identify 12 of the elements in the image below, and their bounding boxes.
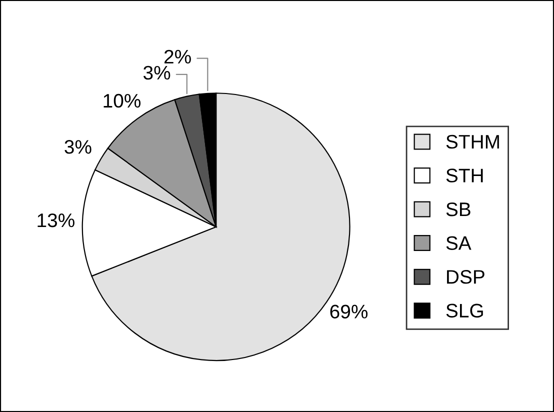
legend-label: STH [446,168,483,182]
data-label: 3% [64,140,92,154]
legend-label: SB [446,202,470,216]
legend-label: STHM [446,134,499,149]
legend-label: DSP [447,270,484,284]
legend-label: SLG [446,304,483,318]
data-label: 69% [330,304,368,318]
data-label: 10% [104,94,141,108]
data-label: 13% [38,213,74,228]
data-label: 2% [164,50,191,64]
data-label: 3% [143,66,170,80]
legend-label: SA [446,236,472,250]
